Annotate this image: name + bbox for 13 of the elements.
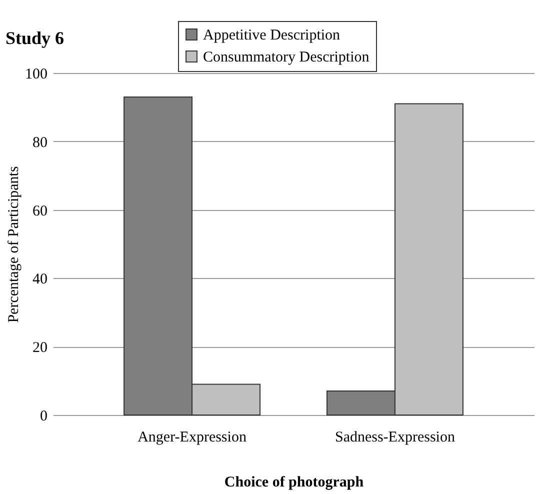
x-axis-title: Choice of photograph <box>224 474 364 490</box>
y-tick-label: 80 <box>32 134 48 151</box>
y-tick-label: 20 <box>32 340 48 356</box>
x-tick-label: Anger-Expression <box>138 430 247 446</box>
y-tick-label: 40 <box>32 272 48 288</box>
y-axis-title: Percentage of Participants <box>6 166 22 323</box>
chart-title: Study 6 <box>6 28 64 48</box>
y-tick-label: 60 <box>32 203 48 220</box>
legend-label: Consummatory Description <box>203 50 370 66</box>
y-tick-label: 100 <box>25 66 48 82</box>
x-tick-label: Sadness-Expression <box>334 430 456 446</box>
y-tick-label: 0 <box>40 408 48 424</box>
legend-label: Appetitive Description <box>203 28 341 44</box>
